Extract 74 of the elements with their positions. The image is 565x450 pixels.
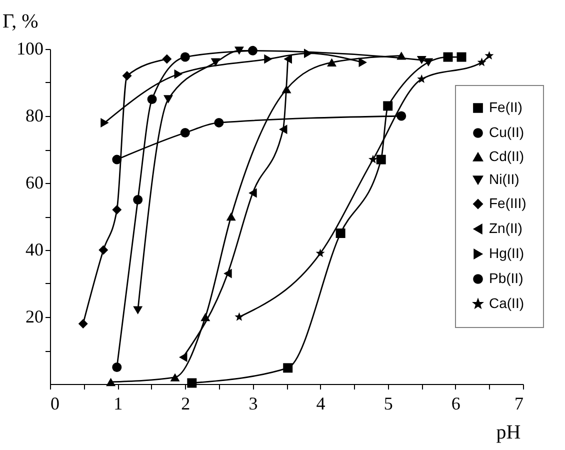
point [417,74,426,83]
point [112,154,122,164]
point [234,46,244,55]
point [122,71,132,81]
point [224,268,232,278]
point [416,56,426,64]
y-tick-label: 80 [26,106,44,126]
legend-label: Zn(II) [489,220,522,236]
point [174,69,182,79]
x-tick-label: 4 [316,394,326,414]
point [164,95,173,104]
point [284,54,292,64]
legend-label: Pb(II) [489,270,524,286]
legend-label: Cu(II) [489,124,524,140]
x-tick-label: 6 [451,394,460,414]
point [327,58,337,67]
y-axis-title: Γ, % [2,10,38,32]
point [162,54,172,64]
point [98,245,108,255]
y-tick-label: 20 [26,306,44,326]
point [170,373,180,382]
x-tick-label: 3 [248,394,258,414]
point [383,101,393,111]
point [376,154,386,164]
point [248,188,257,198]
point [368,154,378,164]
point [187,378,197,388]
point [396,111,406,121]
point [226,212,236,221]
point [214,118,224,128]
point [179,352,188,362]
point [106,378,116,386]
point [112,362,122,372]
y-tick-label: 40 [26,240,44,260]
point [264,54,272,64]
point [180,52,190,62]
point [234,312,244,321]
point [180,128,190,138]
point [424,58,434,67]
point [316,248,325,258]
point [304,48,312,58]
point [147,94,157,104]
legend-label: Fe(II) [489,99,522,115]
legend-label: Ni(II) [489,171,520,187]
y-tick-label: 100 [16,38,44,58]
y-tick-label: 60 [26,172,44,192]
point [100,118,109,128]
point [279,124,288,134]
legend-label: Fe(III) [489,195,526,211]
x-tick-label: 2 [181,394,190,414]
x-tick-label: 5 [384,394,393,414]
point [133,306,143,314]
legend-label: Cd(II) [489,148,524,164]
point [248,46,258,56]
x-tick-label: 7 [514,394,524,414]
x-axis-title: pH [496,422,521,444]
point [282,85,292,94]
point [336,228,346,238]
point [112,205,122,215]
point [456,52,466,62]
point [443,52,453,62]
point [210,58,220,67]
point [78,318,88,328]
x-tick-label: 1 [114,394,123,414]
point [484,50,494,60]
point [200,312,210,322]
legend-label: Ca(II) [489,295,524,311]
point [477,58,486,66]
legend-label: Hg(II) [489,245,524,261]
point [358,58,367,68]
point [396,52,406,60]
x-tick-label: 0 [50,394,60,414]
point [283,363,293,373]
point [133,195,143,204]
